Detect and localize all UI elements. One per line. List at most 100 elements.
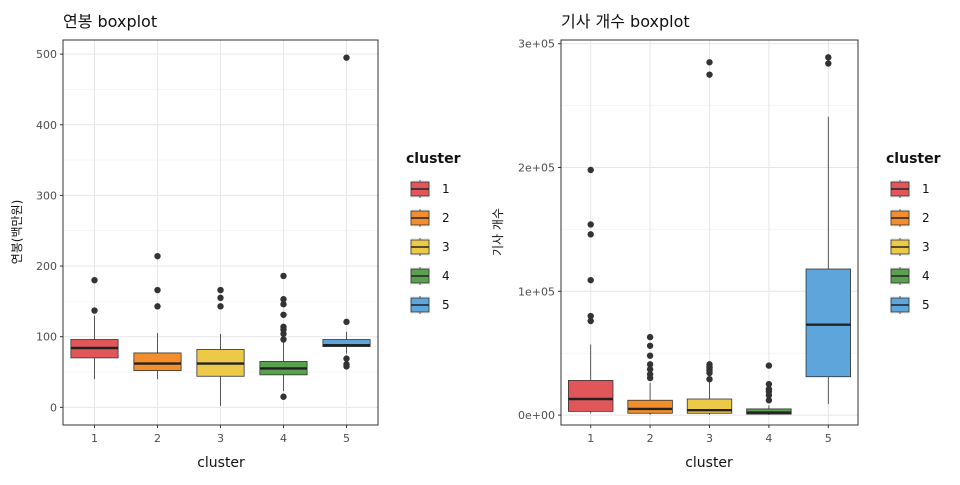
y-tick-label: 2e+05 — [518, 162, 555, 175]
legend-key-cluster-5 — [410, 296, 430, 314]
box-cluster-3 — [196, 286, 245, 406]
legend-key-cluster-3 — [410, 238, 430, 256]
outlier-point — [91, 276, 98, 284]
outlier-point — [765, 362, 773, 369]
x-tick-label: 3 — [706, 432, 713, 445]
x-tick-label: 4 — [765, 432, 772, 445]
y-tick-label: 3e+05 — [518, 38, 555, 51]
outlier-point — [706, 361, 713, 368]
x-tick-label: 1 — [91, 432, 98, 445]
y-tick-label: 0e+00 — [518, 409, 555, 422]
box-body — [322, 339, 371, 347]
outlier-point — [706, 375, 713, 383]
legend-label: 1 — [442, 182, 450, 196]
legend: cluster 1 2 3 4 5 — [886, 151, 941, 314]
legend-label: 2 — [442, 211, 450, 225]
y-tick-label: 200 — [36, 260, 57, 273]
box-body — [568, 380, 614, 412]
y-axis-label: 기사 개수 — [491, 208, 505, 256]
outlier-point — [646, 361, 654, 368]
legend-key-cluster-1 — [410, 180, 430, 198]
x-tick-label: 5 — [825, 432, 832, 445]
outlier-point — [280, 301, 287, 308]
legend-label: 3 — [922, 240, 930, 254]
x-tick-label: 4 — [280, 432, 287, 445]
x-tick-label: 5 — [343, 432, 350, 445]
plot-area: 0 100 200 300 400 500 1 2 3 4 5 — [36, 39, 379, 445]
outlier-point — [154, 252, 161, 260]
y-tick-label: 0 — [50, 401, 57, 414]
box-cluster-4 — [746, 362, 792, 415]
outlier-point — [646, 333, 654, 341]
outlier-point — [343, 318, 350, 326]
outlier-point — [587, 276, 594, 284]
box-body — [805, 268, 851, 378]
outlier-point — [587, 166, 594, 174]
box-cluster-2 — [133, 252, 182, 380]
y-tick-label: 1e+05 — [518, 285, 555, 298]
outlier-point — [91, 307, 98, 314]
legend-key-cluster-4 — [410, 267, 430, 285]
x-tick-label: 2 — [647, 432, 654, 445]
legend-key-cluster-5 — [890, 296, 910, 314]
legend-key-cluster-4 — [890, 267, 910, 285]
outlier-point — [280, 323, 287, 331]
x-axis-label: cluster — [685, 455, 733, 471]
outlier-point — [217, 294, 224, 302]
salary-boxplot-panel: 연봉 boxplot 0 100 200 300 400 500 1 2 3 4 5 cluster… — [10, 12, 379, 471]
legend-title: cluster — [886, 151, 941, 167]
box-body — [627, 399, 673, 414]
outlier-point — [765, 397, 773, 404]
x-tick-label: 2 — [154, 432, 161, 445]
box-cluster-5 — [322, 54, 371, 370]
outlier-point — [825, 54, 832, 61]
outlier-point — [587, 317, 594, 325]
outlier-point — [280, 296, 287, 303]
y-axis-label: 연봉(백만원) — [10, 200, 24, 265]
outlier-point — [825, 60, 832, 67]
legend-key-cluster-2 — [890, 209, 910, 227]
outlier-point — [217, 286, 224, 294]
outlier-point — [706, 59, 713, 66]
box-cluster-2 — [627, 333, 673, 415]
box-body — [133, 352, 182, 372]
box-cluster-5 — [805, 54, 851, 404]
outlier-point — [587, 312, 594, 320]
chart-title: 기사 개수 boxplot — [561, 12, 690, 31]
plot-area: 0e+00 1e+05 2e+05 3e+05 1 2 3 4 5 — [518, 38, 859, 445]
outlier-point — [646, 352, 654, 359]
outlier-point — [646, 371, 654, 378]
legend-label: 5 — [922, 298, 930, 312]
legend-label: 3 — [442, 240, 450, 254]
outlier-point — [280, 272, 287, 280]
outlier-point — [706, 71, 713, 78]
outlier-point — [646, 366, 654, 373]
legend-title: cluster — [406, 151, 461, 167]
y-tick-label: 300 — [36, 189, 57, 202]
x-tick-label: 3 — [217, 432, 224, 445]
box-cluster-4 — [259, 272, 308, 400]
outlier-point — [646, 342, 654, 349]
outlier-point — [217, 303, 224, 310]
outlier-point — [343, 355, 350, 362]
legend-label: 2 — [922, 211, 930, 225]
outlier-point — [587, 231, 594, 238]
panel-border — [62, 39, 379, 426]
x-tick-label: 1 — [587, 432, 594, 445]
y-tick-label: 400 — [36, 119, 57, 132]
box-cluster-3 — [686, 59, 733, 415]
y-tick-label: 500 — [36, 48, 57, 61]
legend-label: 5 — [442, 298, 450, 312]
outlier-point — [154, 286, 161, 294]
outlier-point — [280, 393, 287, 400]
legend-key-cluster-3 — [890, 238, 910, 256]
outlier-point — [280, 311, 287, 318]
panel-border — [560, 39, 859, 426]
legend: cluster 1 2 3 4 5 — [406, 151, 461, 314]
legend-label: 4 — [442, 269, 450, 283]
outlier-point — [343, 54, 350, 61]
chart-title: 연봉 boxplot — [63, 12, 157, 31]
